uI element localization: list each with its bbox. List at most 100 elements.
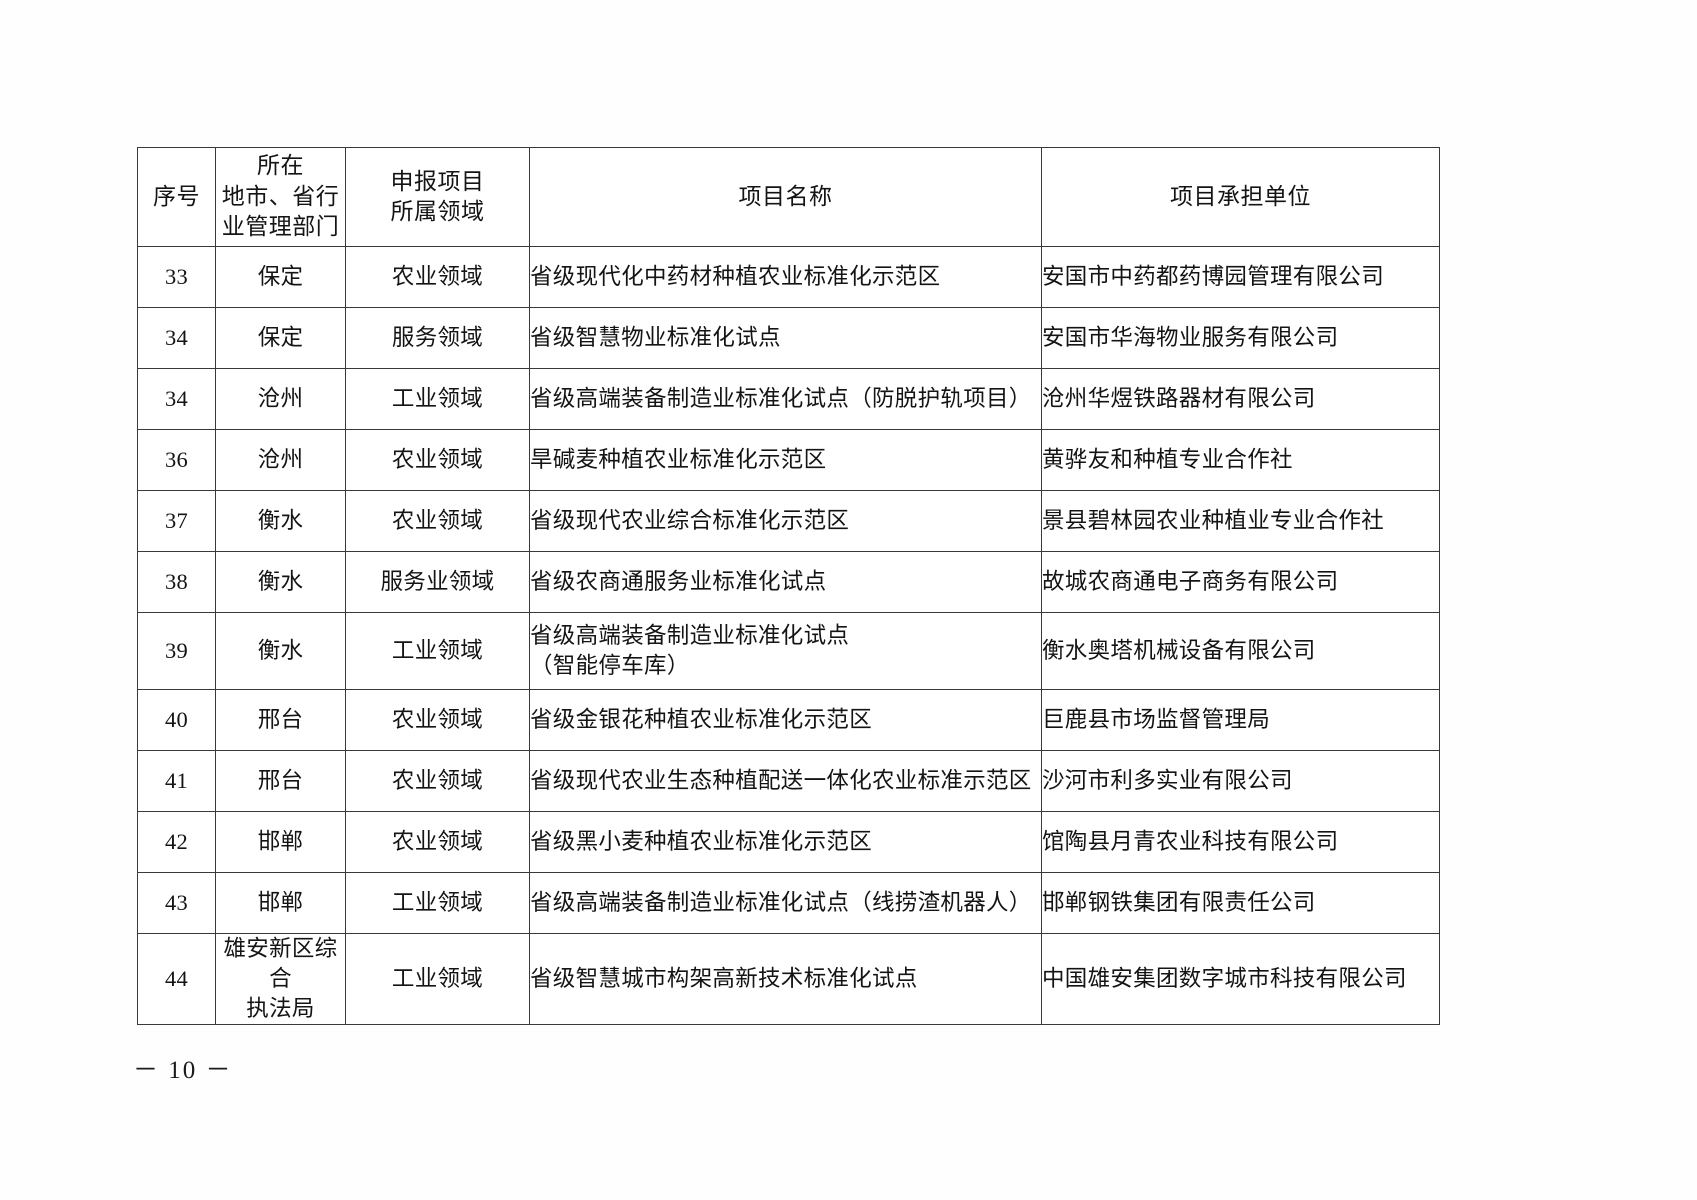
cell-project-name-line: 省级高端装备制造业标准化试点（防脱护轨项目） (530, 385, 1032, 411)
cell-field: 服务业领域 (345, 551, 530, 613)
cell-city-line: 雄安新区综合 (223, 936, 338, 992)
cell-seq: 34 (137, 307, 216, 369)
cell-field: 服务领域 (345, 307, 530, 369)
column-header-city: 所在 地市、省行 业管理部门 (215, 147, 346, 247)
cell-project-name-line: 省级黑小麦种植农业标准化示范区 (530, 828, 873, 854)
cell-seq: 44 (137, 932, 216, 1026)
column-header-project-line-1: 项目名称 (738, 183, 833, 209)
cell-seq: 37 (137, 490, 216, 552)
cell-city-line: 衡水 (257, 637, 304, 663)
table-row: 34 保定 服务领域 省级智慧物业标准化试点 安国市华海物业服务有限公司 (137, 307, 1440, 369)
cell-project-name: 省级现代化中药材种植农业标准化示范区 (529, 246, 1042, 308)
cell-project-name-line: 省级农商通服务业标准化试点 (530, 568, 827, 594)
cell-field: 工业领域 (345, 368, 530, 430)
cell-city: 衡水 (215, 490, 346, 552)
column-header-city-line-2: 地市、省行 (221, 183, 340, 209)
cell-city: 邢台 (215, 689, 346, 751)
table-row: 33 保定 农业领域 省级现代化中药材种植农业标准化示范区 安国市中药都药博园管理有限公… (137, 246, 1440, 308)
cell-city: 邢台 (215, 750, 346, 812)
project-table-container: 序号 所在 地市、省行 业管理部门 申报项目 所属领域 (137, 147, 1440, 1026)
cell-city-line: 邢台 (257, 706, 304, 732)
column-header-city-line-1: 所在 (257, 153, 304, 179)
cell-project-name-line: （智能停车库） (530, 653, 690, 678)
cell-project-name: 省级黑小麦种植农业标准化示范区 (529, 811, 1042, 873)
cell-seq: 39 (137, 612, 216, 690)
column-header-project: 项目名称 (529, 147, 1042, 247)
table-row: 39 衡水 工业领域 省级高端装备制造业标准化试点 （智能停车库） 衡水奥塔机械设备有限公… (137, 612, 1440, 690)
column-header-unit-line-1: 项目承担单位 (1170, 183, 1311, 209)
cell-seq: 34 (137, 368, 216, 430)
cell-undertaking-unit: 安国市中药都药博园管理有限公司 (1041, 246, 1440, 308)
table-row: 40 邢台 农业领域 省级金银花种植农业标准化示范区 巨鹿县市场监督管理局 (137, 689, 1440, 751)
cell-field: 工业领域 (345, 872, 530, 934)
table-row: 37 衡水 农业领域 省级现代农业综合标准化示范区 景县碧林园农业种植业专业合作社 (137, 490, 1440, 552)
cell-field: 工业领域 (345, 932, 530, 1026)
table-row: 41 邢台 农业领域 省级现代农业生态种植配送一体化农业标准示范区 沙河市利多实业有限公… (137, 750, 1440, 812)
cell-undertaking-unit: 黄骅友和种植专业合作社 (1041, 429, 1440, 491)
cell-field: 农业领域 (345, 246, 530, 308)
cell-undertaking-unit: 沙河市利多实业有限公司 (1041, 750, 1440, 812)
cell-city: 衡水 (215, 612, 346, 690)
cell-city-line: 邢台 (257, 767, 304, 793)
cell-field: 农业领域 (345, 490, 530, 552)
cell-project-name-line: 省级现代化中药材种植农业标准化示范区 (530, 263, 941, 289)
cell-undertaking-unit: 沧州华煜铁路器材有限公司 (1041, 368, 1440, 430)
cell-project-name: 省级现代农业综合标准化示范区 (529, 490, 1042, 552)
table-row: 36 沧州 农业领域 旱碱麦种植农业标准化示范区 黄骅友和种植专业合作社 (137, 429, 1440, 491)
cell-project-name: 省级智慧物业标准化试点 (529, 307, 1042, 369)
cell-city-line: 邯郸 (257, 828, 304, 854)
cell-field: 农业领域 (345, 750, 530, 812)
cell-undertaking-unit: 巨鹿县市场监督管理局 (1041, 689, 1440, 751)
page-number: － 10 － (133, 1057, 233, 1084)
table-body: 33 保定 农业领域 省级现代化中药材种植农业标准化示范区 安国市中药都药博园管理有限公… (137, 246, 1440, 1026)
cell-city: 雄安新区综合 执法局 (215, 932, 346, 1026)
cell-field: 农业领域 (345, 429, 530, 491)
cell-project-name-line: 省级金银花种植农业标准化示范区 (530, 706, 873, 732)
cell-field: 工业领域 (345, 612, 530, 690)
column-header-field: 申报项目 所属领域 (345, 147, 530, 247)
cell-project-name: 省级高端装备制造业标准化试点（防脱护轨项目） (529, 368, 1042, 430)
cell-seq: 36 (137, 429, 216, 491)
cell-city: 保定 (215, 246, 346, 308)
cell-city-line: 执法局 (246, 996, 315, 1022)
cell-undertaking-unit: 邯郸钢铁集团有限责任公司 (1041, 872, 1440, 934)
cell-project-name: 省级高端装备制造业标准化试点（线捞渣机器人） (529, 872, 1042, 934)
cell-project-name-line: 旱碱麦种植农业标准化示范区 (530, 446, 827, 472)
cell-project-name-line: 省级现代农业综合标准化示范区 (530, 507, 850, 533)
cell-field: 农业领域 (345, 811, 530, 873)
cell-city-line: 沧州 (257, 446, 304, 472)
cell-city: 衡水 (215, 551, 346, 613)
cell-seq: 43 (137, 872, 216, 934)
cell-city-line: 沧州 (257, 385, 304, 411)
cell-city: 邯郸 (215, 811, 346, 873)
cell-city: 沧州 (215, 368, 346, 430)
cell-seq: 42 (137, 811, 216, 873)
cell-undertaking-unit: 中国雄安集团数字城市科技有限公司 (1041, 932, 1440, 1026)
cell-undertaking-unit: 安国市华海物业服务有限公司 (1041, 307, 1440, 369)
cell-project-name-line: 省级现代农业生态种植配送一体化农业标准示范区 (530, 767, 1032, 793)
cell-city: 沧州 (215, 429, 346, 491)
column-header-seq: 序号 (137, 147, 216, 247)
table-row: 38 衡水 服务业领域 省级农商通服务业标准化试点 故城农商通电子商务有限公司 (137, 551, 1440, 613)
cell-project-name: 省级智慧城市构架高新技术标准化试点 (529, 932, 1042, 1026)
table-header: 序号 所在 地市、省行 业管理部门 申报项目 所属领域 (137, 147, 1440, 247)
cell-project-name-line: 省级智慧城市构架高新技术标准化试点 (530, 966, 918, 992)
column-header-field-line-2: 所属领域 (390, 199, 485, 224)
cell-undertaking-unit: 衡水奥塔机械设备有限公司 (1041, 612, 1440, 690)
cell-seq: 41 (137, 750, 216, 812)
table-row: 44 雄安新区综合 执法局 工业领域 省级智慧城市构架高新技术标准化试点 中国雄安集团数字… (137, 932, 1440, 1026)
table-row: 42 邯郸 农业领域 省级黑小麦种植农业标准化示范区 馆陶县月青农业科技有限公司 (137, 811, 1440, 873)
column-header-seq-line-1: 序号 (153, 183, 200, 209)
table-header-row: 序号 所在 地市、省行 业管理部门 申报项目 所属领域 (137, 147, 1440, 247)
cell-project-name: 省级农商通服务业标准化试点 (529, 551, 1042, 613)
cell-project-name-line: 省级高端装备制造业标准化试点 (530, 622, 850, 648)
cell-seq: 40 (137, 689, 216, 751)
cell-undertaking-unit: 馆陶县月青农业科技有限公司 (1041, 811, 1440, 873)
cell-undertaking-unit: 故城农商通电子商务有限公司 (1041, 551, 1440, 613)
cell-city-line: 衡水 (257, 507, 304, 533)
cell-project-name-line: 省级智慧物业标准化试点 (530, 324, 781, 350)
column-header-city-line-3: 业管理部门 (221, 214, 340, 240)
cell-seq: 33 (137, 246, 216, 308)
table-row: 43 邯郸 工业领域 省级高端装备制造业标准化试点（线捞渣机器人） 邯郸钢铁集团有限责任… (137, 872, 1440, 934)
